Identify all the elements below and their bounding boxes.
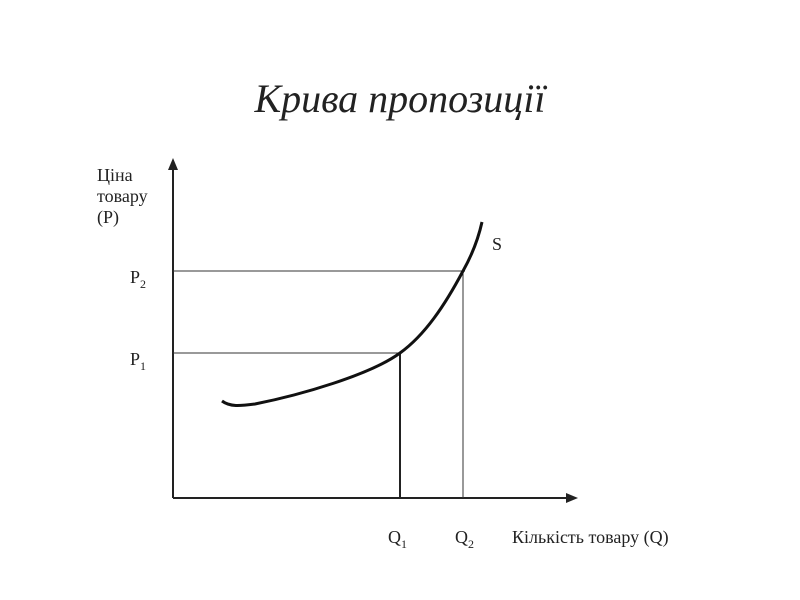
title: Крива пропозиції (254, 76, 548, 121)
y-axis-label: (P) (97, 207, 119, 228)
symbol: P (130, 267, 140, 287)
subscript: 2 (468, 537, 474, 551)
y-axis-arrow (168, 158, 178, 170)
subscript: 1 (401, 537, 407, 551)
price-label: P1 (130, 349, 146, 373)
symbol: Q (455, 527, 468, 547)
quantity-label: Q1 (388, 527, 407, 551)
price-label: P2 (130, 267, 146, 291)
supply-curve (221, 221, 484, 408)
y-axis-label: Ціна (97, 165, 133, 185)
x-axis-label: Кількість товару (Q) (512, 527, 669, 548)
curve-label: S (492, 234, 502, 254)
subscript: 2 (140, 277, 146, 291)
subscript: 1 (140, 359, 146, 373)
quantity-label: Q2 (455, 527, 474, 551)
y-axis-label: товару (97, 186, 148, 206)
symbol: P (130, 349, 140, 369)
x-axis-arrow (566, 493, 578, 503)
symbol: Q (388, 527, 401, 547)
